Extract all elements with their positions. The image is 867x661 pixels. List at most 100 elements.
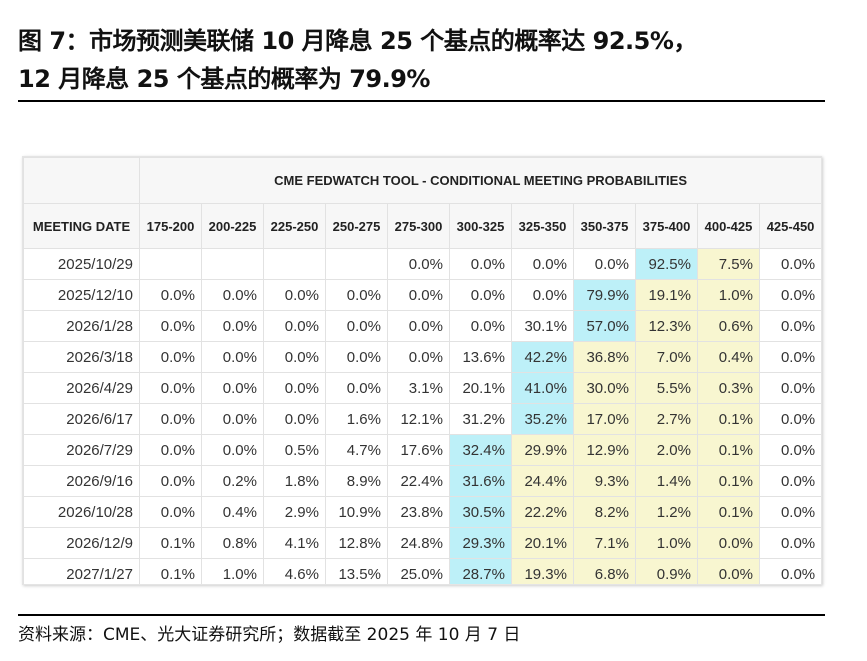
probability-cell: 13.5%: [325, 558, 388, 584]
probability-cell-highlighted: 20.1%: [511, 527, 574, 559]
probability-cell-highlighted: 12.3%: [635, 310, 698, 342]
probability-cell: 0.0%: [758, 403, 821, 435]
probability-cell: 10.9%: [325, 496, 388, 528]
column-header-range: 300-325: [449, 203, 512, 249]
probability-cell: 0.0%: [758, 279, 821, 311]
probability-cell: 0.0%: [263, 341, 326, 373]
probability-cell: 3.1%: [387, 372, 450, 404]
meeting-date-cell: 2026/4/29: [23, 372, 140, 404]
probability-cell: 4.6%: [263, 558, 326, 584]
probability-cell: 0.8%: [201, 527, 264, 559]
probability-cell-max: 41.0%: [511, 372, 574, 404]
probability-cell-max: 28.7%: [449, 558, 512, 584]
probability-cell: 0.5%: [263, 434, 326, 466]
probability-cell: 0.0%: [758, 465, 821, 497]
table-row: 2026/6/17 0.0% 0.0% 0.0% 1.6% 12.1% 31.2% 35.2%…: [23, 403, 821, 435]
probability-cell: 0.0%: [139, 372, 202, 404]
probability-cell: 0.0%: [201, 279, 264, 311]
probability-cell: 0.2%: [201, 465, 264, 497]
meeting-date-cell: 2025/12/10: [23, 279, 140, 311]
probability-cell: 0.0%: [139, 496, 202, 528]
probability-cell-highlighted: 0.1%: [697, 434, 760, 466]
probability-cell: 23.8%: [387, 496, 450, 528]
probability-cell: 12.1%: [387, 403, 450, 435]
probability-cell-highlighted: 0.0%: [697, 558, 760, 584]
probability-cell-highlighted: 12.9%: [573, 434, 636, 466]
column-header-range: 350-375: [573, 203, 636, 249]
probability-cell-max: 31.6%: [449, 465, 512, 497]
probability-cell: 1.6%: [325, 403, 388, 435]
table-row: 2026/12/9 0.1% 0.8% 4.1% 12.8% 24.8% 29.3% 20.1…: [23, 527, 821, 559]
probability-cell: 25.0%: [387, 558, 450, 584]
probability-cell-highlighted: 7.1%: [573, 527, 636, 559]
probability-cell: 0.0%: [325, 341, 388, 373]
probability-cell: 0.0%: [139, 310, 202, 342]
probability-cell: 0.0%: [449, 310, 512, 342]
probability-cell: 0.0%: [325, 279, 388, 311]
probability-cell-highlighted: 36.8%: [573, 341, 636, 373]
meeting-date-cell: 2026/3/18: [23, 341, 140, 373]
probability-cell: 0.0%: [758, 341, 821, 373]
probability-cell: 0.0%: [573, 248, 636, 280]
meeting-date-cell: 2026/1/28: [23, 310, 140, 342]
probability-cell: 0.1%: [139, 558, 202, 584]
probability-cell-highlighted: 1.2%: [635, 496, 698, 528]
probability-cell-max: 30.5%: [449, 496, 512, 528]
probability-cell: 0.0%: [758, 248, 821, 280]
probability-cell-highlighted: 29.9%: [511, 434, 574, 466]
meeting-date-cell: 2026/12/9: [23, 527, 140, 559]
probability-cell: 22.4%: [387, 465, 450, 497]
probability-cell: 0.0%: [387, 248, 450, 280]
probability-cell-max: 92.5%: [635, 248, 698, 280]
probability-cell: 0.0%: [139, 465, 202, 497]
column-header-range: 400-425: [697, 203, 760, 249]
probability-cell-highlighted: 0.0%: [697, 527, 760, 559]
probability-cell: 0.0%: [387, 310, 450, 342]
probability-cell: 0.0%: [758, 527, 821, 559]
table-row: 2025/10/29 0.0% 0.0% 0.0% 0.0% 92.5% 7.5% 0.0%: [23, 248, 821, 280]
probability-cell: [263, 248, 326, 280]
probability-cell-highlighted: 2.7%: [635, 403, 698, 435]
probability-cell: 4.7%: [325, 434, 388, 466]
probability-cell: [139, 248, 202, 280]
probability-cell: 0.0%: [511, 248, 574, 280]
probability-cell: 0.0%: [758, 496, 821, 528]
meeting-date-cell: 2025/10/29: [23, 248, 140, 280]
column-header-range: 375-400: [635, 203, 698, 249]
table-row: 2026/9/16 0.0% 0.2% 1.8% 8.9% 22.4% 31.6% 24.4%…: [23, 465, 821, 497]
probability-cell: 12.8%: [325, 527, 388, 559]
title-divider: [18, 100, 825, 102]
probability-cell: 0.0%: [139, 341, 202, 373]
probability-cell-max: 29.3%: [449, 527, 512, 559]
probability-cell-max: 42.2%: [511, 341, 574, 373]
probability-cell: 0.0%: [449, 248, 512, 280]
probability-cell-max: 35.2%: [511, 403, 574, 435]
probability-cell: 0.0%: [139, 279, 202, 311]
probability-cell-highlighted: 19.1%: [635, 279, 698, 311]
probability-cell: 2.9%: [263, 496, 326, 528]
figure-title: 图 7：市场预测美联储 10 月降息 25 个基点的概率达 92.5%， 12 …: [18, 22, 697, 98]
probability-cell: [201, 248, 264, 280]
probability-cell: 24.8%: [387, 527, 450, 559]
probability-cell-highlighted: 1.0%: [697, 279, 760, 311]
table-row: 2026/4/29 0.0% 0.0% 0.0% 0.0% 3.1% 20.1% 41.0% 3…: [23, 372, 821, 404]
probability-cell: 0.0%: [325, 372, 388, 404]
probability-cell-highlighted: 0.1%: [697, 403, 760, 435]
probability-cell: 13.6%: [449, 341, 512, 373]
column-header-range: 275-300: [387, 203, 450, 249]
probability-cell: 0.0%: [201, 372, 264, 404]
probability-cell-highlighted: 0.4%: [697, 341, 760, 373]
probability-cell: 30.1%: [511, 310, 574, 342]
probability-cell: 0.0%: [758, 372, 821, 404]
probability-cell-highlighted: 30.0%: [573, 372, 636, 404]
probability-cell: 17.6%: [387, 434, 450, 466]
table-caption: CME FEDWATCH TOOL - CONDITIONAL MEETING …: [138, 157, 821, 204]
source-divider: [18, 614, 825, 616]
column-header-range: 425-450: [758, 203, 821, 249]
table-row: 2026/10/28 0.0% 0.4% 2.9% 10.9% 23.8% 30.5% 22.…: [23, 496, 821, 528]
probability-cell-highlighted: 8.2%: [573, 496, 636, 528]
probability-cell-highlighted: 19.3%: [511, 558, 574, 584]
blank-corner-cell: [23, 157, 140, 204]
probability-cell-max: 79.9%: [573, 279, 636, 311]
probability-cell-highlighted: 1.0%: [635, 527, 698, 559]
